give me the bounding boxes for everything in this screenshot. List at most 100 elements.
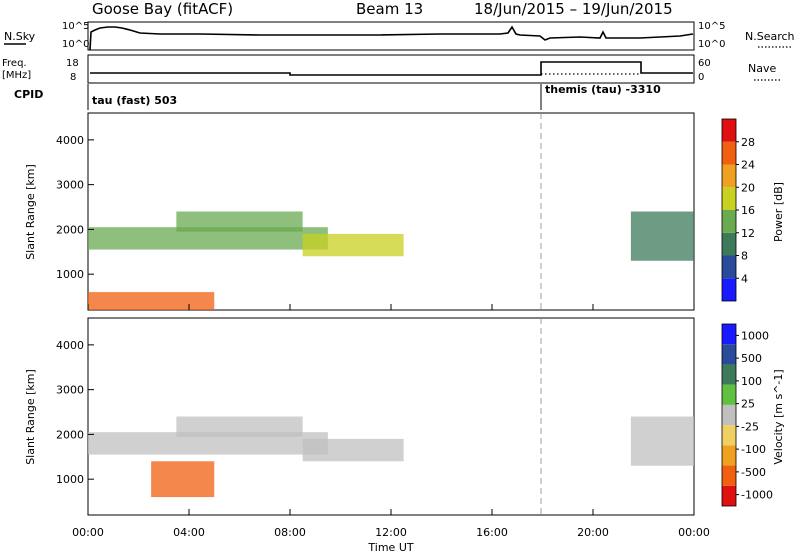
noise-tick-left-bottom: 10^0 [62,39,89,50]
noise-tick-right-top: 10^5 [698,21,725,32]
time-axis-ticks: 00:00 04:00 08:00 12:00 16:00 20:00 00:00 [72,304,710,539]
xtick-label-1: 04:00 [173,526,205,539]
power-colorbar-segment-5 [722,164,736,188]
power-colorbar-tick-label-6: 28 [741,136,755,149]
velocity-colorbar-segment-8 [722,324,736,345]
power-ylabel: Slant Range [km] [24,164,37,260]
power-colorbar-tick-label-5: 24 [741,159,755,172]
time-axis-label: Time UT [367,541,413,554]
power-colorbar-tick-label-2: 12 [741,227,755,240]
freq-label-1: Freq. [2,58,27,69]
velocity-colorbar-tick-label-4: -25 [741,420,759,433]
power-scatter-region-4 [630,211,694,261]
power-ytick-label-0: 1000 [56,268,84,281]
velocity-scatter-region-2 [302,438,404,462]
xtick-label-0: 00:00 [72,526,104,539]
noise-panel-frame [87,21,695,51]
xtick-label-4: 16:00 [476,526,508,539]
power-colorbar-tick-label-4: 20 [741,181,755,194]
velocity-colorbar-segment-5 [722,384,736,405]
freq-panel-frame [87,54,695,84]
cpid-mode-1: tau (fast) 503 [92,94,177,107]
velocity-scatter-region-1 [176,416,303,437]
freq-label-2: [MHz] [2,70,31,81]
power-scatter-region-1 [176,211,303,232]
nave-label: Nave [748,62,776,75]
power-colorbar-tick-label-3: 16 [741,204,755,217]
velocity-colorbar-segment-3 [722,425,736,446]
cpid-label: CPID [14,88,43,101]
power-ytick-label-3: 4000 [56,134,84,147]
nsearch-label: N.Search [745,30,795,43]
velocity-scatter-region-4 [630,416,694,466]
velocity-ytick-label-1: 2000 [56,428,84,441]
velocity-ytick-label-2: 3000 [56,384,84,397]
power-panel: 1000 2000 3000 4000 Slant Range [km] 4 8 12 16… [24,112,785,311]
velocity-ytick-label-3: 4000 [56,339,84,352]
power-colorbar-segment-0 [722,278,736,301]
velocity-colorbar-tick-label-3: 25 [741,398,755,411]
power-y-ticks: 1000 2000 3000 4000 [56,134,94,281]
velocity-scatter-region-0 [88,432,328,455]
nsky-label: N.Sky [4,30,36,43]
power-ytick-label-1: 2000 [56,223,84,236]
noise-tick-left-top: 10^5 [62,21,89,32]
power-scatter-region-0 [88,227,328,250]
freq-tick-bottom: 8 [70,72,76,83]
velocity-colorbar-ticks: 1000 500 100 25 -25 -100 -500 -1000 [736,329,773,502]
velocity-colorbar-segment-7 [722,344,736,365]
cpid-mode-2: themis (tau) -3310 [545,83,661,96]
power-scatter-regions [88,211,694,310]
power-colorbar-segment-3 [722,210,736,233]
power-colorbar-segment-1 [722,255,736,279]
xtick-label-5: 20:00 [577,526,609,539]
velocity-colorbar-tick-label-7: -1000 [741,489,773,502]
velocity-colorbar-tick-label-6: -500 [741,466,766,479]
nave-tick-top: 60 [698,58,711,69]
power-colorbar-segment-6 [722,141,736,165]
power-colorbar-ticks: 4 8 12 16 20 24 28 [736,136,755,285]
power-colorbar-segment-7 [722,119,736,142]
noise-tick-right-bottom: 10^0 [698,39,725,50]
freq-tick-top: 18 [66,58,79,69]
noise-sky-trace [89,25,694,51]
noise-panel: N.Sky 10^5 10^0 10^5 10^0 N.Search [4,21,795,51]
freq-panel: Freq. [MHz] 18 8 60 0 Nave [2,54,780,84]
velocity-colorbar-segment-6 [722,364,736,385]
power-scatter-region-3 [88,292,215,310]
nave-tick-bottom: 0 [698,72,704,83]
power-colorbar-label: Power [dB] [772,182,785,242]
power-colorbar-segment-4 [722,187,736,210]
date-range: 18/Jun/2015 – 19/Jun/2015 [474,0,673,18]
velocity-y-ticks: 1000 2000 3000 4000 [56,339,94,486]
xtick-label-2: 08:00 [274,526,306,539]
velocity-colorbar-segment-0 [722,485,736,506]
xtick-label-6: 00:00 [678,526,710,539]
power-colorbar-segment-2 [722,232,736,256]
velocity-ytick-label-0: 1000 [56,473,84,486]
power-scatter-region-2 [302,233,404,257]
station-title: Goose Bay (fitACF) [92,0,233,18]
velocity-colorbar-tick-label-2: 100 [741,375,762,388]
power-colorbar-tick-label-1: 8 [741,250,748,263]
beam-label: Beam 13 [356,0,423,18]
velocity-colorbar-tick-label-0: 1000 [741,329,769,342]
power-colorbar [721,118,737,302]
velocity-scatter-region-3 [151,461,215,498]
velocity-colorbar-segment-1 [722,465,736,486]
cpid-panel: CPID tau (fast) 503 themis (tau) -3310 [14,83,661,110]
velocity-colorbar-label: Velocity [m s^-1] [772,369,785,464]
xtick-label-3: 12:00 [375,526,407,539]
velocity-scatter-regions [88,416,694,498]
velocity-colorbar-segment-4 [722,404,736,426]
velocity-colorbar-frame [721,323,737,507]
velocity-ylabel: Slant Range [km] [24,369,37,465]
power-colorbar-tick-label-0: 4 [741,272,748,285]
velocity-colorbar-tick-label-5: -100 [741,443,766,456]
velocity-colorbar-segment-2 [722,445,736,466]
velocity-panel: 1000 2000 3000 4000 Slant Range [km] 1000 50… [24,317,785,516]
velocity-colorbar [721,323,737,507]
freq-trace [90,61,693,76]
velocity-colorbar-tick-label-1: 500 [741,352,762,365]
